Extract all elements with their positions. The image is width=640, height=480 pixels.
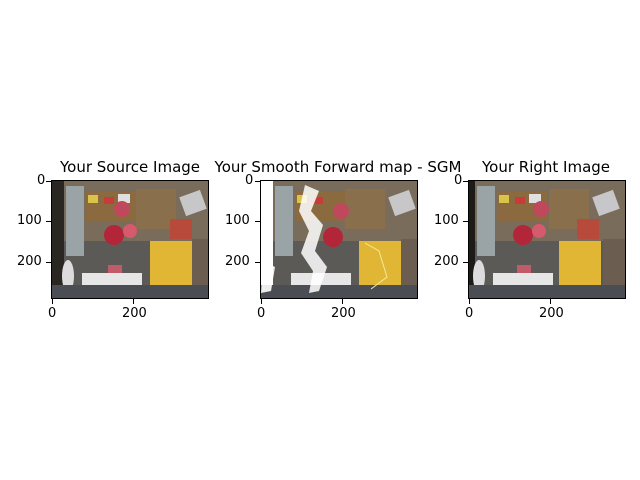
source-image	[52, 181, 208, 298]
y-tick-mark	[46, 221, 51, 222]
y-tick-label: 200	[17, 254, 42, 269]
forward-map-image	[261, 181, 417, 298]
y-tick-label: 100	[17, 213, 42, 228]
y-tick-label: 0	[37, 173, 46, 188]
y-tick-label: 200	[434, 254, 459, 269]
image-axes	[51, 180, 209, 299]
panel-title: Your Right Image	[481, 158, 611, 176]
panel-title: Your Source Image	[59, 158, 201, 176]
x-tick-mark	[469, 299, 470, 304]
y-tick-label: 0	[454, 173, 463, 188]
x-tick-label: 0	[257, 306, 266, 321]
right-image	[469, 181, 625, 298]
y-tick-mark	[255, 181, 260, 182]
y-tick-mark	[255, 221, 260, 222]
x-tick-mark	[52, 299, 53, 304]
x-tick-label: 0	[48, 306, 57, 321]
y-tick-mark	[463, 181, 468, 182]
y-tick-mark	[463, 262, 468, 263]
y-tick-label: 0	[245, 173, 254, 188]
x-tick-mark	[550, 299, 551, 304]
y-tick-label: 100	[225, 213, 250, 228]
y-tick-mark	[46, 181, 51, 182]
image-axes	[468, 180, 626, 299]
x-tick-mark	[342, 299, 343, 304]
x-tick-mark	[133, 299, 134, 304]
y-tick-mark	[255, 262, 260, 263]
panel-title: Your Smooth Forward map - SGM	[214, 158, 462, 176]
x-tick-label: 200	[331, 306, 356, 321]
x-tick-label: 200	[539, 306, 564, 321]
y-tick-label: 200	[225, 254, 250, 269]
y-tick-label: 100	[434, 213, 459, 228]
image-axes	[260, 180, 418, 299]
x-tick-label: 0	[465, 306, 474, 321]
x-tick-mark	[261, 299, 262, 304]
y-tick-mark	[463, 221, 468, 222]
x-tick-label: 200	[122, 306, 147, 321]
y-tick-mark	[46, 262, 51, 263]
